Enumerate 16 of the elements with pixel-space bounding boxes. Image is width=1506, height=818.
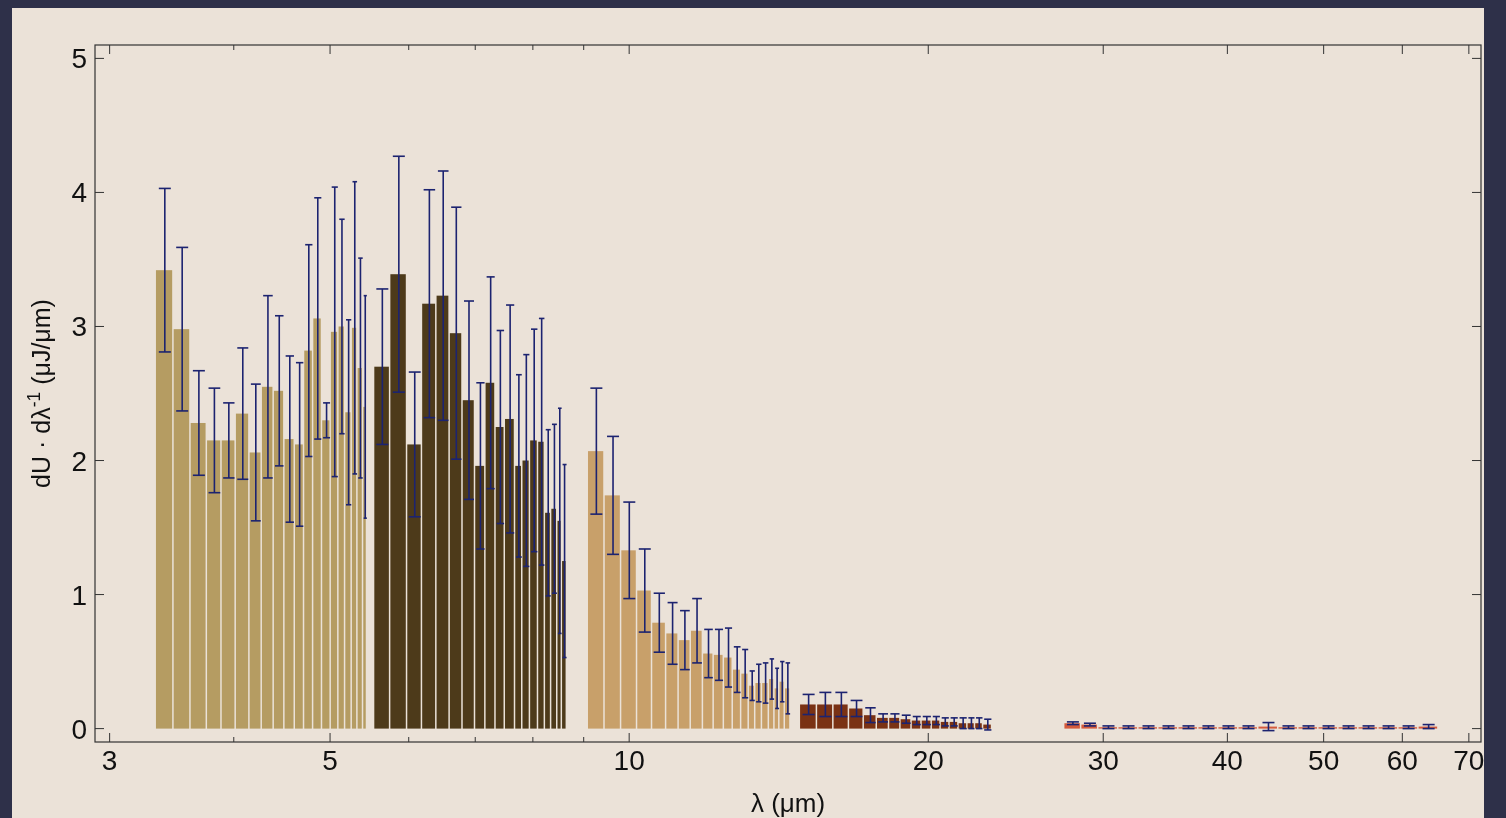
x-tick-label: 40: [1211, 745, 1243, 776]
x-tick-label: 3: [101, 745, 118, 776]
x-axis-title: λ (μm): [750, 788, 826, 818]
x-tick-label: 20: [912, 745, 944, 776]
y-tick-label: 3: [71, 311, 87, 343]
x-tick-label: 5: [322, 745, 338, 776]
x-tick-label: 30: [1087, 745, 1119, 776]
y-tick-label: 1: [71, 579, 87, 611]
x-tick-label: 70: [1453, 745, 1485, 776]
x-tick-label: 50: [1308, 745, 1340, 776]
y-tick-label: 2: [71, 445, 87, 477]
y-tick-label: 4: [71, 177, 87, 209]
y-tick-label: 5: [71, 43, 87, 75]
y-tick-label: 0: [71, 713, 87, 745]
x-tick-label: 10: [613, 745, 645, 776]
x-tick-label: 60: [1386, 745, 1418, 776]
